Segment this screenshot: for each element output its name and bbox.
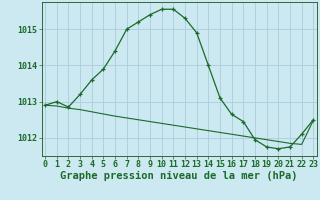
- X-axis label: Graphe pression niveau de la mer (hPa): Graphe pression niveau de la mer (hPa): [60, 171, 298, 181]
